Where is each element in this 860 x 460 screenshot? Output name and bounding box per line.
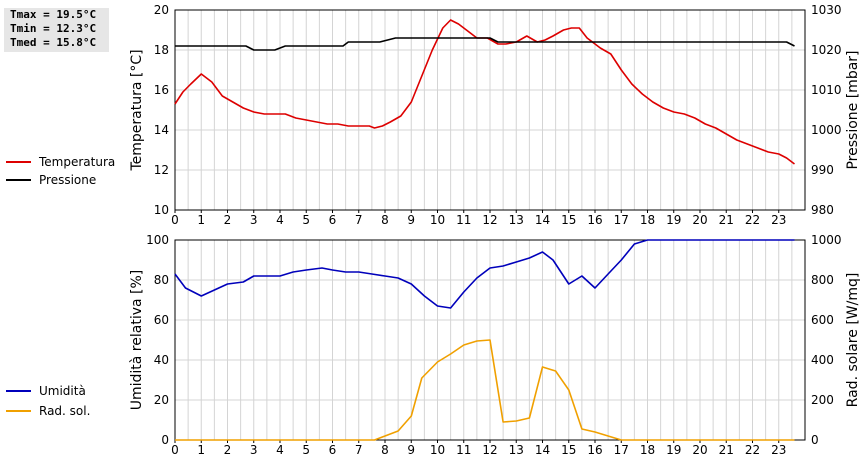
x-tick-label: 14 [535,213,550,227]
x-tick-label: 8 [381,213,389,227]
y-tick-label-left: 18 [154,43,169,57]
legend-label-umidita: Umidità [39,384,86,398]
y-tick-label-right: 1000 [811,233,842,247]
y-tick-label-right: 1030 [811,3,842,17]
x-tick-label: 8 [381,443,389,457]
x-tick-label: 22 [745,443,760,457]
stat-tmax: Tmax = 19.5°C [10,8,97,21]
x-tick-label: 10 [430,443,445,457]
y-axis-title-right: Rad. solare [W/mq] [845,273,860,408]
x-tick-label: 17 [614,443,629,457]
legend-label-pressione: Pressione [39,173,97,187]
x-tick-label: 18 [640,443,655,457]
x-tick-label: 23 [771,213,786,227]
y-tick-label-right: 0 [811,433,819,447]
legend-entry: Pressione [6,171,115,189]
x-tick-label: 3 [250,443,258,457]
y-tick-label-left: 12 [154,163,169,177]
x-tick-label: 23 [771,443,786,457]
stats-box: Tmax = 19.5°C Tmin = 12.3°C Tmed = 15.8°… [4,8,109,52]
stat-tmin: Tmin = 12.3°C [10,22,97,35]
y-tick-label-left: 0 [161,433,169,447]
y-tick-label-right: 1010 [811,83,842,97]
series-line-2-1 [174,239,795,309]
x-tick-label: 9 [407,443,415,457]
stat-tmed: Tmed = 15.8°C [10,36,97,49]
y-axis-title-left: Temperatura [°C] [129,49,145,171]
y-tick-label-right: 400 [811,353,834,367]
x-tick-label: 13 [509,443,524,457]
x-tick-label: 7 [355,213,363,227]
x-tick-label: 21 [719,443,734,457]
x-tick-label: 5 [302,443,310,457]
x-tick-label: 6 [329,443,337,457]
x-tick-label: 7 [355,443,363,457]
series-line-1-2 [175,37,795,51]
x-tick-label: 11 [456,443,471,457]
x-tick-label: 18 [640,213,655,227]
y-tick-label-left: 16 [154,83,169,97]
y-tick-label-right: 800 [811,273,834,287]
x-tick-label: 15 [561,443,576,457]
x-tick-label: 6 [329,213,337,227]
legend-entry: Temperatura [6,153,115,171]
x-tick-label: 3 [250,213,258,227]
legend-swatch-radsol [6,410,31,412]
x-tick-label: 12 [482,213,497,227]
legend-entry: Rad. sol. [6,402,90,420]
y-tick-label-right: 990 [811,163,834,177]
y-tick-label-left: 20 [154,3,169,17]
legend-entry: Umidità [6,382,86,400]
chart-2: 0 1 2 3 4 5 6 7 8 9 10 11 12 13 14 15 16 17 18 19 20 21 22 2302… [129,233,860,457]
x-tick-label: 0 [171,443,179,457]
chart-1: 0 1 2 3 4 5 6 7 8 9 10 11 12 13 14 15 16 17 18 19 20 21 22 2310… [129,3,860,227]
x-tick-label: 2 [224,213,232,227]
x-tick-label: 4 [276,213,284,227]
x-tick-label: 1 [197,443,205,457]
x-tick-label: 11 [456,213,471,227]
legend-top: Temperatura Pressione [6,153,115,189]
x-tick-label: 20 [692,213,707,227]
x-tick-label: 5 [302,213,310,227]
x-tick-label: 14 [535,443,550,457]
legend-label-radsol: Rad. sol. [39,404,91,418]
y-axis-title-left: Umidità relativa [%] [129,270,145,411]
x-tick-label: 12 [482,443,497,457]
series-line-2-2 [175,339,795,441]
x-tick-label: 17 [614,213,629,227]
legend-label-temperatura: Temperatura [39,155,116,169]
y-tick-label-left: 20 [154,393,169,407]
y-tick-label-left: 14 [154,123,169,137]
x-tick-label: 16 [587,213,602,227]
x-tick-label: 10 [430,213,445,227]
x-tick-label: 20 [692,443,707,457]
x-tick-label: 0 [171,213,179,227]
y-tick-label-left: 40 [154,353,169,367]
y-tick-label-right: 1020 [811,43,842,57]
y-tick-label-left: 10 [154,203,169,217]
x-tick-label: 19 [666,443,681,457]
x-tick-label: 21 [719,213,734,227]
x-tick-label: 13 [509,213,524,227]
x-tick-label: 16 [587,443,602,457]
legend-swatch-pressione [6,179,31,181]
y-tick-label-left: 60 [154,313,169,327]
x-tick-label: 22 [745,213,760,227]
y-tick-label-right: 1000 [811,123,842,137]
x-tick-label: 2 [224,443,232,457]
y-tick-label-right: 980 [811,203,834,217]
x-tick-label: 15 [561,213,576,227]
y-tick-label-left: 100 [146,233,169,247]
x-tick-label: 4 [276,443,284,457]
legend-swatch-temperatura [6,161,31,163]
x-tick-label: 9 [407,213,415,227]
x-tick-label: 19 [666,213,681,227]
y-tick-label-right: 600 [811,313,834,327]
y-tick-label-left: 80 [154,273,169,287]
y-axis-title-right: Pressione [mbar] [845,50,860,169]
x-tick-label: 1 [197,213,205,227]
legend-swatch-umidita [6,390,31,392]
y-tick-label-right: 200 [811,393,834,407]
